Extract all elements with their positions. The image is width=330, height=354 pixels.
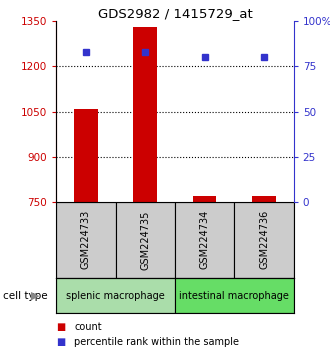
Bar <box>56 202 116 278</box>
Text: intestinal macrophage: intestinal macrophage <box>180 291 289 301</box>
Text: count: count <box>74 322 102 332</box>
Text: percentile rank within the sample: percentile rank within the sample <box>74 337 239 347</box>
Bar <box>252 196 276 202</box>
Bar <box>175 278 294 313</box>
Bar <box>234 202 294 278</box>
Text: GSM224734: GSM224734 <box>200 210 210 269</box>
Bar <box>175 202 234 278</box>
Text: GSM224736: GSM224736 <box>259 210 269 269</box>
Title: GDS2982 / 1415729_at: GDS2982 / 1415729_at <box>98 7 252 20</box>
Bar <box>56 278 175 313</box>
Text: ■: ■ <box>56 322 65 332</box>
Text: ▶: ▶ <box>31 291 40 301</box>
Text: cell type: cell type <box>3 291 48 301</box>
Bar <box>74 108 98 202</box>
Bar <box>115 202 175 278</box>
Text: splenic macrophage: splenic macrophage <box>66 291 165 301</box>
Text: GSM224735: GSM224735 <box>140 210 150 269</box>
Text: GSM224733: GSM224733 <box>81 210 91 269</box>
Bar <box>193 196 216 202</box>
Text: ■: ■ <box>56 337 65 347</box>
Bar <box>133 27 157 202</box>
